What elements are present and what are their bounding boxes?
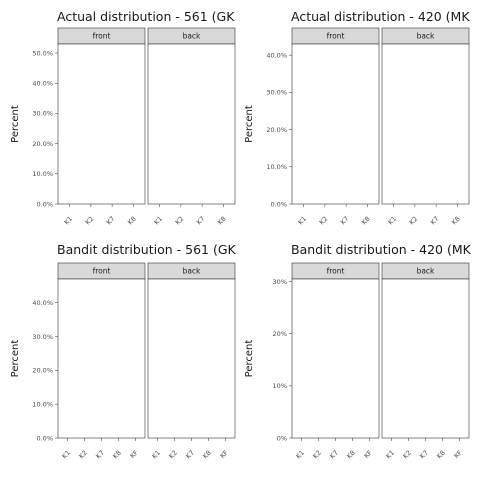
x-tick-label: K1 xyxy=(294,449,306,461)
y-axis-label: Percent xyxy=(244,340,255,378)
chart-3: Bandit distribution - 561 (GK Percent fron… xyxy=(10,242,237,460)
panel-border xyxy=(291,278,380,439)
x-tick-label: K8 xyxy=(435,449,447,461)
y-tick-label: 30.0% xyxy=(266,89,287,97)
chart-4: Bandit distribution - 420 (MK Percent fron… xyxy=(244,242,472,460)
x-tick-label: K7 xyxy=(339,215,351,227)
x-tick-label: K2 xyxy=(167,449,179,461)
x-tick-label: K1 xyxy=(60,449,72,461)
chart-1: Actual distribution - 561 (GK Percent fron… xyxy=(10,9,236,227)
x-tick-label: KF xyxy=(219,449,230,460)
facet-strip-label: back xyxy=(183,32,201,41)
panel-border xyxy=(147,43,236,205)
y-tick-label: 20% xyxy=(273,330,287,338)
x-tick-label: K1 xyxy=(152,215,164,227)
x-tick-label: K7 xyxy=(328,449,340,461)
y-tick-label: 40.0% xyxy=(32,299,53,307)
facet-strip-label: front xyxy=(93,32,111,41)
facet-strip-label: back xyxy=(417,32,435,41)
x-tick-label: K2 xyxy=(401,449,413,461)
facet-strip-label: back xyxy=(183,267,201,276)
x-tick-label: K1 xyxy=(62,215,74,227)
panel-border xyxy=(57,43,146,205)
x-tick-label: K2 xyxy=(77,449,89,461)
y-tick-label: 50.0% xyxy=(32,49,53,57)
x-tick-label: K8 xyxy=(201,449,213,461)
y-tick-label: 40.0% xyxy=(32,80,53,88)
y-tick-label: 0.0% xyxy=(270,200,287,208)
facet-front: front K1 K2 K7 K8 0.0% 10.0% 20.0% 30.0% 40.0% 50.… xyxy=(32,27,146,227)
panel-border xyxy=(291,43,380,205)
x-tick-label: K8 xyxy=(111,449,123,461)
y-tick-label: 40.0% xyxy=(266,51,287,59)
x-tick-label: K8 xyxy=(216,215,228,227)
x-tick-label: K8 xyxy=(360,215,372,227)
y-tick-label: 10.0% xyxy=(266,163,287,171)
facet-back: back K1 K2 K7 K8 KF xyxy=(147,262,236,461)
x-tick-label: K1 xyxy=(384,449,396,461)
x-tick-label: K7 xyxy=(105,215,117,227)
panel-border xyxy=(57,278,146,439)
y-axis-label: Percent xyxy=(10,105,21,143)
facet-front: front K1 K2 K7 K8 0.0% 10.0% 20.0% 30.0% 40.0% xyxy=(266,27,380,227)
chart-title: Bandit distribution - 420 (MK xyxy=(291,242,472,257)
y-tick-label: 20.0% xyxy=(32,140,53,148)
panel-border xyxy=(381,278,470,439)
y-tick-label: 30.0% xyxy=(32,333,53,341)
x-tick-label: KF xyxy=(453,449,464,460)
y-tick-label: 30% xyxy=(273,278,287,286)
facet-back: back K1 K2 K7 K8 xyxy=(381,27,470,227)
facet-strip-label: front xyxy=(93,267,111,276)
panel-border xyxy=(147,278,236,439)
y-axis-label: Percent xyxy=(10,340,21,378)
facet-front: front K1 K2 K7 K8 KF 0.0% 10.0% 20.0% 30.0% 40.0% xyxy=(32,262,146,461)
x-tick-label: K7 xyxy=(184,449,196,461)
x-tick-label: KF xyxy=(129,449,140,460)
facet-front: front K1 K2 K7 K8 KF 0% 10% 20% 30% xyxy=(273,262,380,461)
y-tick-label: 10.0% xyxy=(32,170,53,178)
facet-strip-label: front xyxy=(327,32,345,41)
y-tick-label: 10% xyxy=(273,382,287,390)
x-tick-label: K1 xyxy=(150,449,162,461)
y-axis-label: Percent xyxy=(244,105,255,143)
x-tick-label: K7 xyxy=(195,215,207,227)
y-tick-label: 20.0% xyxy=(32,367,53,375)
x-tick-label: K7 xyxy=(418,449,430,461)
x-tick-label: K8 xyxy=(126,215,138,227)
chart-title: Actual distribution - 420 (MK xyxy=(291,9,470,24)
x-tick-label: K7 xyxy=(94,449,106,461)
x-tick-label: K2 xyxy=(318,215,330,227)
facet-strip-label: front xyxy=(327,267,345,276)
y-tick-label: 30.0% xyxy=(32,110,53,118)
y-tick-label: 10.0% xyxy=(32,400,53,408)
facet-back: back K1 K2 K7 K8 KF xyxy=(381,262,470,461)
y-tick-label: 0% xyxy=(277,434,287,442)
facet-strip-label: back xyxy=(417,267,435,276)
x-tick-label: K7 xyxy=(429,215,441,227)
y-tick-label: 0.0% xyxy=(36,434,53,442)
chart-2: Actual distribution - 420 (MK Percent fron… xyxy=(244,9,470,226)
x-tick-label: K2 xyxy=(84,215,96,227)
x-tick-label: KF xyxy=(363,449,374,460)
x-tick-label: K1 xyxy=(296,215,308,227)
x-tick-label: K2 xyxy=(408,215,420,227)
x-tick-label: K8 xyxy=(345,449,357,461)
y-tick-label: 0.0% xyxy=(36,200,53,208)
x-tick-label: K8 xyxy=(450,215,462,227)
x-tick-label: K2 xyxy=(311,449,323,461)
y-tick-label: 20.0% xyxy=(266,126,287,134)
chart-title: Bandit distribution - 561 (GK xyxy=(57,242,237,257)
chart-title: Actual distribution - 561 (GK xyxy=(57,9,235,24)
x-tick-label: K1 xyxy=(386,215,398,227)
panel-border xyxy=(381,43,470,205)
facet-back: back K1 K2 K7 K8 xyxy=(147,27,236,227)
x-tick-label: K2 xyxy=(174,215,186,227)
